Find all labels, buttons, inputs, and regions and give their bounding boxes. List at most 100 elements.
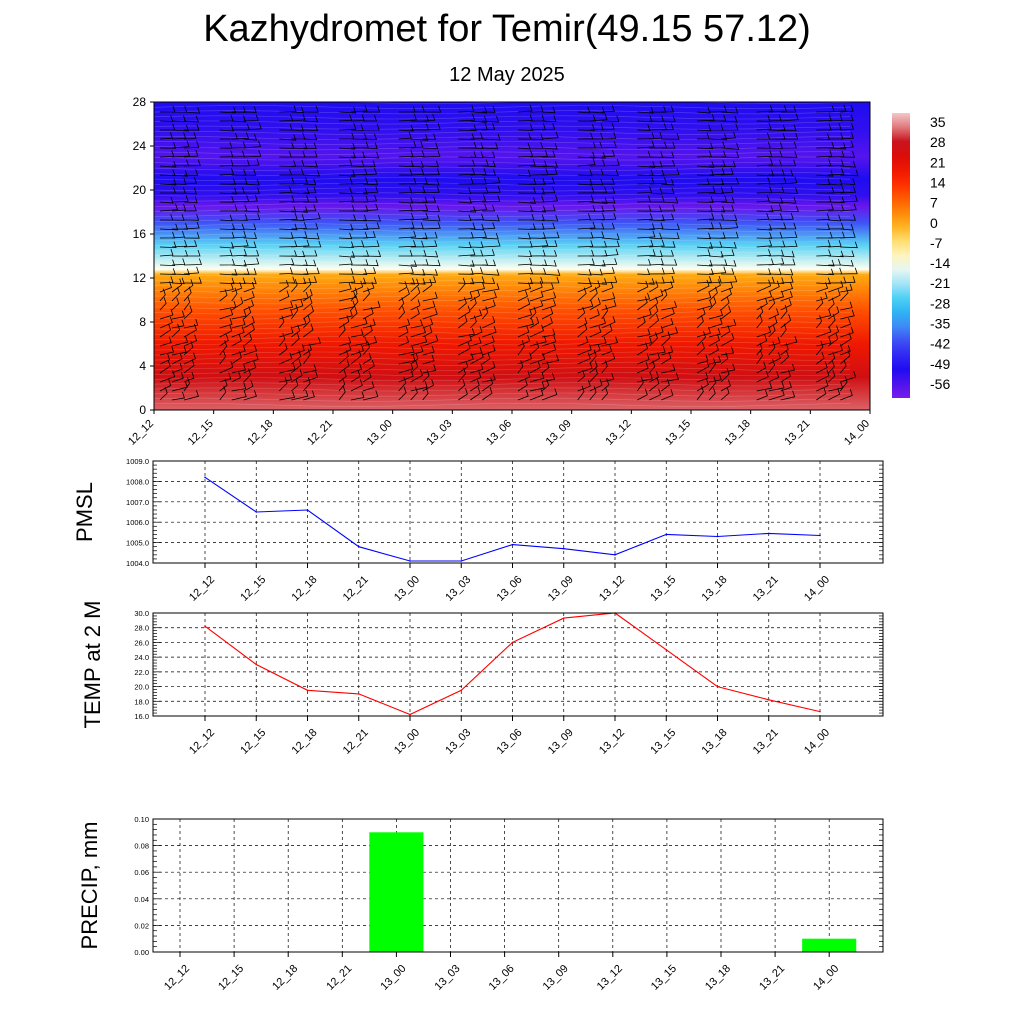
wind-barb [350,177,369,185]
wind-barb [303,212,321,221]
wind-barb [601,240,620,248]
wind-barb [159,196,174,204]
wind-barb [279,186,292,194]
wind-barb [171,346,187,356]
wind-barb [458,260,475,267]
wind-barb [696,279,710,293]
wind-barb [171,352,183,365]
wind-barb [577,194,594,203]
data-point [819,534,821,537]
y-tick-label: 0.00 [134,948,149,957]
wind-barb [338,378,346,392]
wind-barb [350,336,368,347]
wind-barb [780,343,789,356]
wind-barb [589,152,606,159]
wind-barb [601,169,619,177]
wind-barb [756,389,768,401]
wind-barb [840,267,858,275]
wind-barb [279,352,293,365]
wind-barb [279,308,294,320]
wind-barb [290,304,299,320]
wind-barb [816,291,828,302]
wind-barb [398,362,414,374]
wind-barb [362,222,380,230]
wind-barb [470,371,482,383]
wind-barb [171,268,190,276]
wind-barb [183,141,200,149]
wind-barb [159,248,174,257]
wind-barb [291,187,310,195]
wind-barb [529,388,544,401]
wind-barb [577,268,592,276]
wind-barb [338,315,350,329]
wind-barb [601,324,613,338]
wind-barb [636,376,644,392]
wind-barb [816,387,827,401]
wind-barb [720,318,737,329]
wind-barb [338,223,354,231]
wind-barb [422,240,438,248]
wind-barb [458,196,472,204]
wind-barb [780,113,799,122]
wind-barb [541,168,558,176]
wind-barb [422,259,441,267]
wind-barb [303,232,320,240]
data-point [819,710,821,713]
colorbar-label: 7 [930,195,938,211]
wind-barb [756,177,771,185]
x-tick-label: 13_18 [700,574,730,604]
wind-barb [410,345,424,356]
wind-barb [482,123,496,131]
wind-barb [768,352,781,365]
wind-barb [601,304,608,320]
wind-barb [637,292,651,302]
wind-barb [756,194,770,203]
x-tick-label: 14_00 [842,418,872,448]
wind-barb [661,275,675,284]
data-point [511,543,514,546]
wind-barb [517,360,524,374]
wind-barb [350,370,361,383]
wind-barb [649,388,662,401]
wind-barb [422,325,433,338]
wind-barb [517,232,531,240]
wind-barb [470,309,483,320]
wind-barb [470,282,486,293]
wind-barb [291,177,309,185]
wind-barb [219,249,233,257]
wind-barb [840,250,855,257]
wind-barb [768,316,778,329]
wind-barb [291,268,309,275]
wind-barb [482,373,496,383]
wind-barb [231,351,242,365]
wind-barb [601,248,619,257]
wind-barb [756,349,763,365]
wind-barb [219,241,235,249]
wind-barb [816,114,832,122]
wind-barb [816,178,831,186]
wind-barb [458,387,468,401]
wind-barb [410,386,418,401]
wind-barb [601,204,616,212]
x-tick-label: 13_03 [424,418,454,448]
wind-barb [362,231,376,239]
wind-barb [696,169,715,177]
wind-barb [338,300,356,311]
wind-barb [720,241,737,249]
wind-barb [243,268,257,275]
wind-barb [517,150,534,158]
wind-barb [171,323,181,338]
wind-barb [243,205,260,213]
pmsl-panel: 1004.0 1005.0 1006.0 1007.0 1008.0 1009.0 12_1… [72,457,884,604]
wind-barb [398,277,416,285]
wind-barb [362,259,379,267]
wind-barb [589,123,604,131]
colorbar-label: -56 [930,376,950,392]
wind-barb [768,308,779,320]
wind-barb [410,278,426,285]
wind-barb [828,114,843,122]
wind-barb [839,359,847,374]
wind-barb [589,113,608,122]
wind-barb [183,187,197,195]
wind-barb [302,348,311,365]
